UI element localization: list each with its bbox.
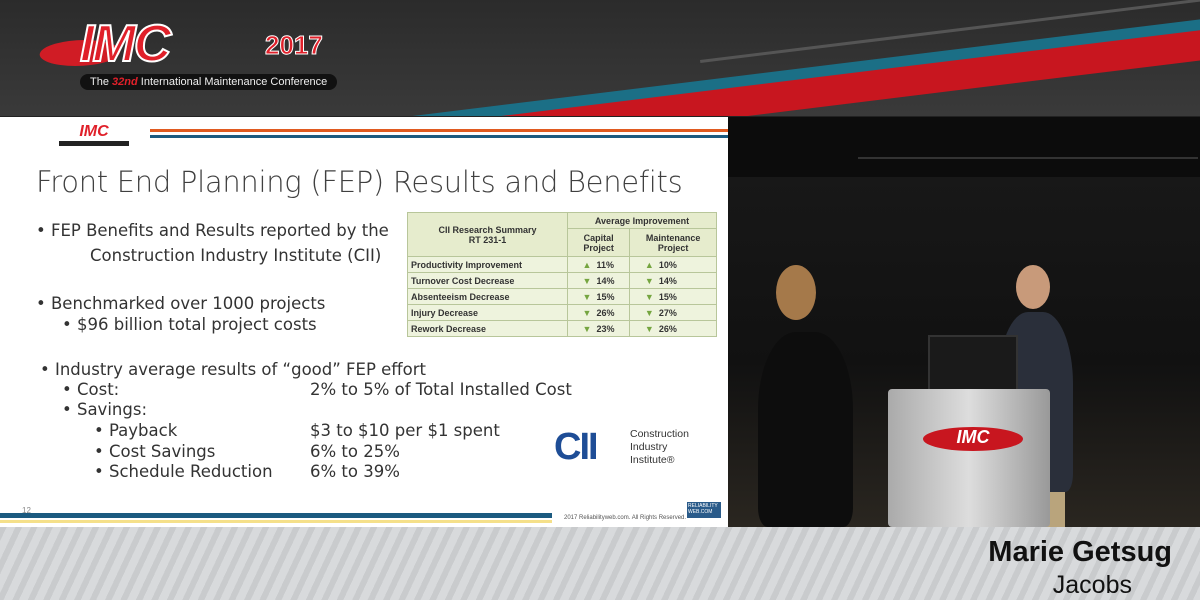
arrow-down-icon: ▼ xyxy=(644,291,654,302)
lower-third: Marie Getsug Jacobs xyxy=(0,527,1200,600)
arrow-down-icon: ▼ xyxy=(644,275,654,286)
page-number: 12 xyxy=(22,506,31,515)
arrow-down-icon: ▼ xyxy=(582,323,592,334)
logo-tagline: The 32nd International Maintenance Confe… xyxy=(80,74,338,90)
presentation-slide: IMC Front End Planning (FEP) Results and… xyxy=(0,117,728,527)
arrow-down-icon: ▼ xyxy=(644,323,654,334)
slide-title: Front End Planning (FEP) Results and Ben… xyxy=(36,165,683,199)
speaker-name: Marie Getsug xyxy=(988,536,1172,568)
arrow-down-icon: ▼ xyxy=(644,307,654,318)
bullet: • Industry average results of “good” FEP… xyxy=(40,360,427,379)
bullet: • Benchmarked over 1000 projects xyxy=(36,294,326,313)
table-row: Rework Decrease ▼ 23% ▼ 26% xyxy=(407,320,717,337)
bullet: • $96 billion total project costs xyxy=(62,315,317,334)
bullet: Construction Industry Institute (CII) xyxy=(90,246,382,265)
imc-logo: IMC 2017 The 32nd International Maintena… xyxy=(35,14,338,94)
copyright: 2017 Reliabilityweb.com. All Rights Rese… xyxy=(564,515,687,521)
arrow-up-icon: ▲ xyxy=(582,259,592,270)
reliabilityweb-logo: RELIABILITY WEB.COM xyxy=(687,502,721,518)
cii-research-table: CII Research Summary RT 231-1 Average Imp… xyxy=(407,212,717,337)
arrow-down-icon: ▼ xyxy=(582,275,592,286)
slide-imc-logo: IMC xyxy=(44,123,144,146)
table-row: Turnover Cost Decrease ▼ 14% ▼ 14% xyxy=(407,272,717,289)
speaker-organization: Jacobs xyxy=(1052,571,1132,599)
conference-banner: IMC 2017 The 32nd International Maintena… xyxy=(0,0,1200,116)
table-row: Productivity Improvement ▲ 11% ▲ 10% xyxy=(407,256,717,273)
arrow-up-icon: ▲ xyxy=(644,259,654,270)
table-row: Absenteeism Decrease ▼ 15% ▼ 15% xyxy=(407,288,717,305)
arrow-down-icon: ▼ xyxy=(582,291,592,302)
arrow-down-icon: ▼ xyxy=(582,307,592,318)
bullet: • FEP Benefits and Results reported by t… xyxy=(36,221,389,240)
speaker-video: IMC xyxy=(728,117,1200,527)
table-row: Injury Decrease ▼ 26% ▼ 27% xyxy=(407,304,717,321)
